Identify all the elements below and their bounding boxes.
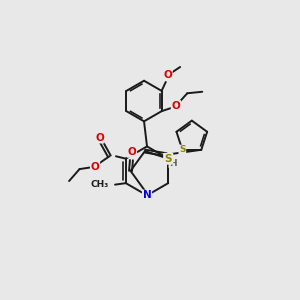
Text: O: O <box>163 70 172 80</box>
Text: S: S <box>179 145 186 154</box>
Text: O: O <box>95 133 104 143</box>
Text: N: N <box>142 190 152 200</box>
Text: O: O <box>128 147 136 157</box>
Text: CH₃: CH₃ <box>90 180 109 189</box>
Text: H: H <box>169 158 177 167</box>
Text: O: O <box>91 162 99 172</box>
Text: N: N <box>164 154 172 164</box>
Text: O: O <box>172 101 180 111</box>
Text: S: S <box>164 154 172 164</box>
